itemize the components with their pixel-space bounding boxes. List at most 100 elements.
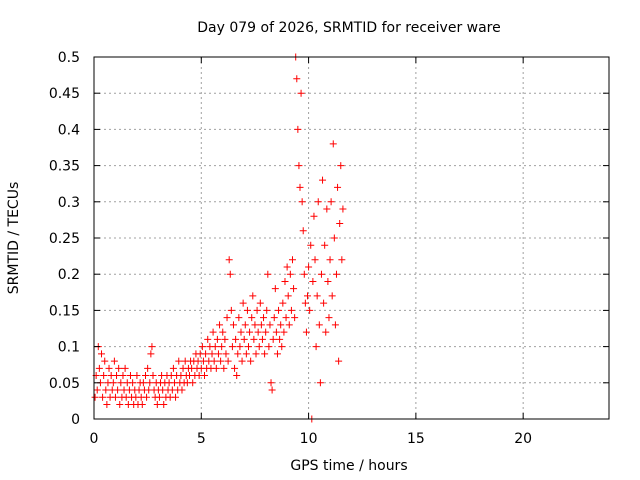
data-point (221, 335, 229, 343)
data-point (260, 314, 268, 322)
data-point (99, 393, 107, 401)
data-point (266, 321, 274, 329)
data-point (322, 328, 330, 336)
data-point (282, 314, 290, 322)
data-point (276, 335, 284, 343)
data-point (231, 364, 239, 372)
data-point (337, 162, 345, 170)
data-point (232, 335, 240, 343)
data-point (105, 364, 113, 372)
data-point (317, 270, 325, 278)
data-point (270, 314, 278, 322)
data-point (175, 357, 183, 365)
data-point (242, 350, 250, 358)
y-tick-label: 0.5 (58, 50, 80, 66)
data-point (116, 401, 124, 409)
y-tick-label: 0 (71, 412, 80, 428)
y-tick-label: 0.15 (49, 303, 80, 319)
data-point (153, 401, 161, 409)
data-point (339, 205, 347, 213)
data-point (101, 357, 109, 365)
data-point (95, 364, 103, 372)
data-point (298, 198, 306, 206)
data-point (114, 386, 122, 394)
data-point (264, 270, 272, 278)
data-point (91, 393, 99, 401)
data-point (234, 350, 242, 358)
data-point (325, 314, 333, 322)
data-point (283, 263, 291, 271)
data-point (236, 343, 244, 351)
y-tick-label: 0.05 (49, 376, 80, 392)
data-point (330, 234, 338, 242)
data-point (334, 183, 342, 191)
data-point (253, 306, 261, 314)
data-point (320, 299, 328, 307)
data-point (240, 335, 248, 343)
data-point (247, 357, 255, 365)
data-point (144, 364, 152, 372)
data-point (245, 343, 252, 351)
data-point (251, 321, 259, 329)
data-point (250, 335, 258, 343)
y-axis-label: SRMTID / TECUs (6, 182, 22, 295)
data-point (100, 372, 108, 380)
data-point (229, 321, 237, 329)
data-point (287, 306, 295, 314)
data-point (217, 357, 225, 365)
data-point (271, 285, 279, 293)
data-point (280, 328, 288, 336)
data-point (326, 256, 334, 264)
data-point (265, 343, 273, 351)
data-point (248, 314, 256, 322)
data-point (237, 328, 245, 336)
data-point (98, 350, 106, 358)
data-point (155, 393, 163, 401)
data-point (222, 350, 230, 358)
axis-ticks (93, 56, 609, 420)
data-point (258, 335, 266, 343)
data-point (314, 198, 322, 206)
data-point (228, 343, 236, 351)
data-point (296, 183, 304, 191)
data-point (93, 386, 101, 394)
data-point (290, 285, 298, 293)
y-tick-label: 0.4 (58, 122, 80, 138)
data-point (311, 256, 319, 264)
data-point (294, 125, 302, 133)
y-tick-label: 0.25 (49, 231, 80, 247)
data-point (121, 364, 129, 372)
data-point (142, 372, 149, 380)
data-point (212, 364, 220, 372)
data-point (327, 198, 335, 206)
data-point (249, 292, 257, 300)
data-point (288, 256, 296, 264)
data-point (198, 343, 206, 351)
data-point (133, 372, 141, 380)
data-point (331, 321, 339, 329)
data-point (267, 379, 275, 387)
data-point (129, 379, 137, 387)
data-point (225, 256, 233, 264)
data-point (332, 270, 340, 278)
data-point (321, 241, 329, 249)
data-point (239, 299, 247, 307)
data-point (305, 263, 313, 271)
data-point (324, 277, 332, 285)
data-point (113, 372, 121, 380)
data-point (216, 321, 224, 329)
data-point (209, 328, 217, 336)
data-point (189, 379, 197, 387)
data-point (110, 357, 118, 365)
data-point (160, 401, 168, 409)
data-point (146, 379, 154, 387)
data-point (306, 306, 314, 314)
data-point (316, 379, 324, 387)
data-point (243, 306, 251, 314)
data-point (219, 328, 227, 336)
data-point (202, 350, 210, 358)
data-point (302, 328, 310, 336)
data-point (149, 372, 157, 380)
